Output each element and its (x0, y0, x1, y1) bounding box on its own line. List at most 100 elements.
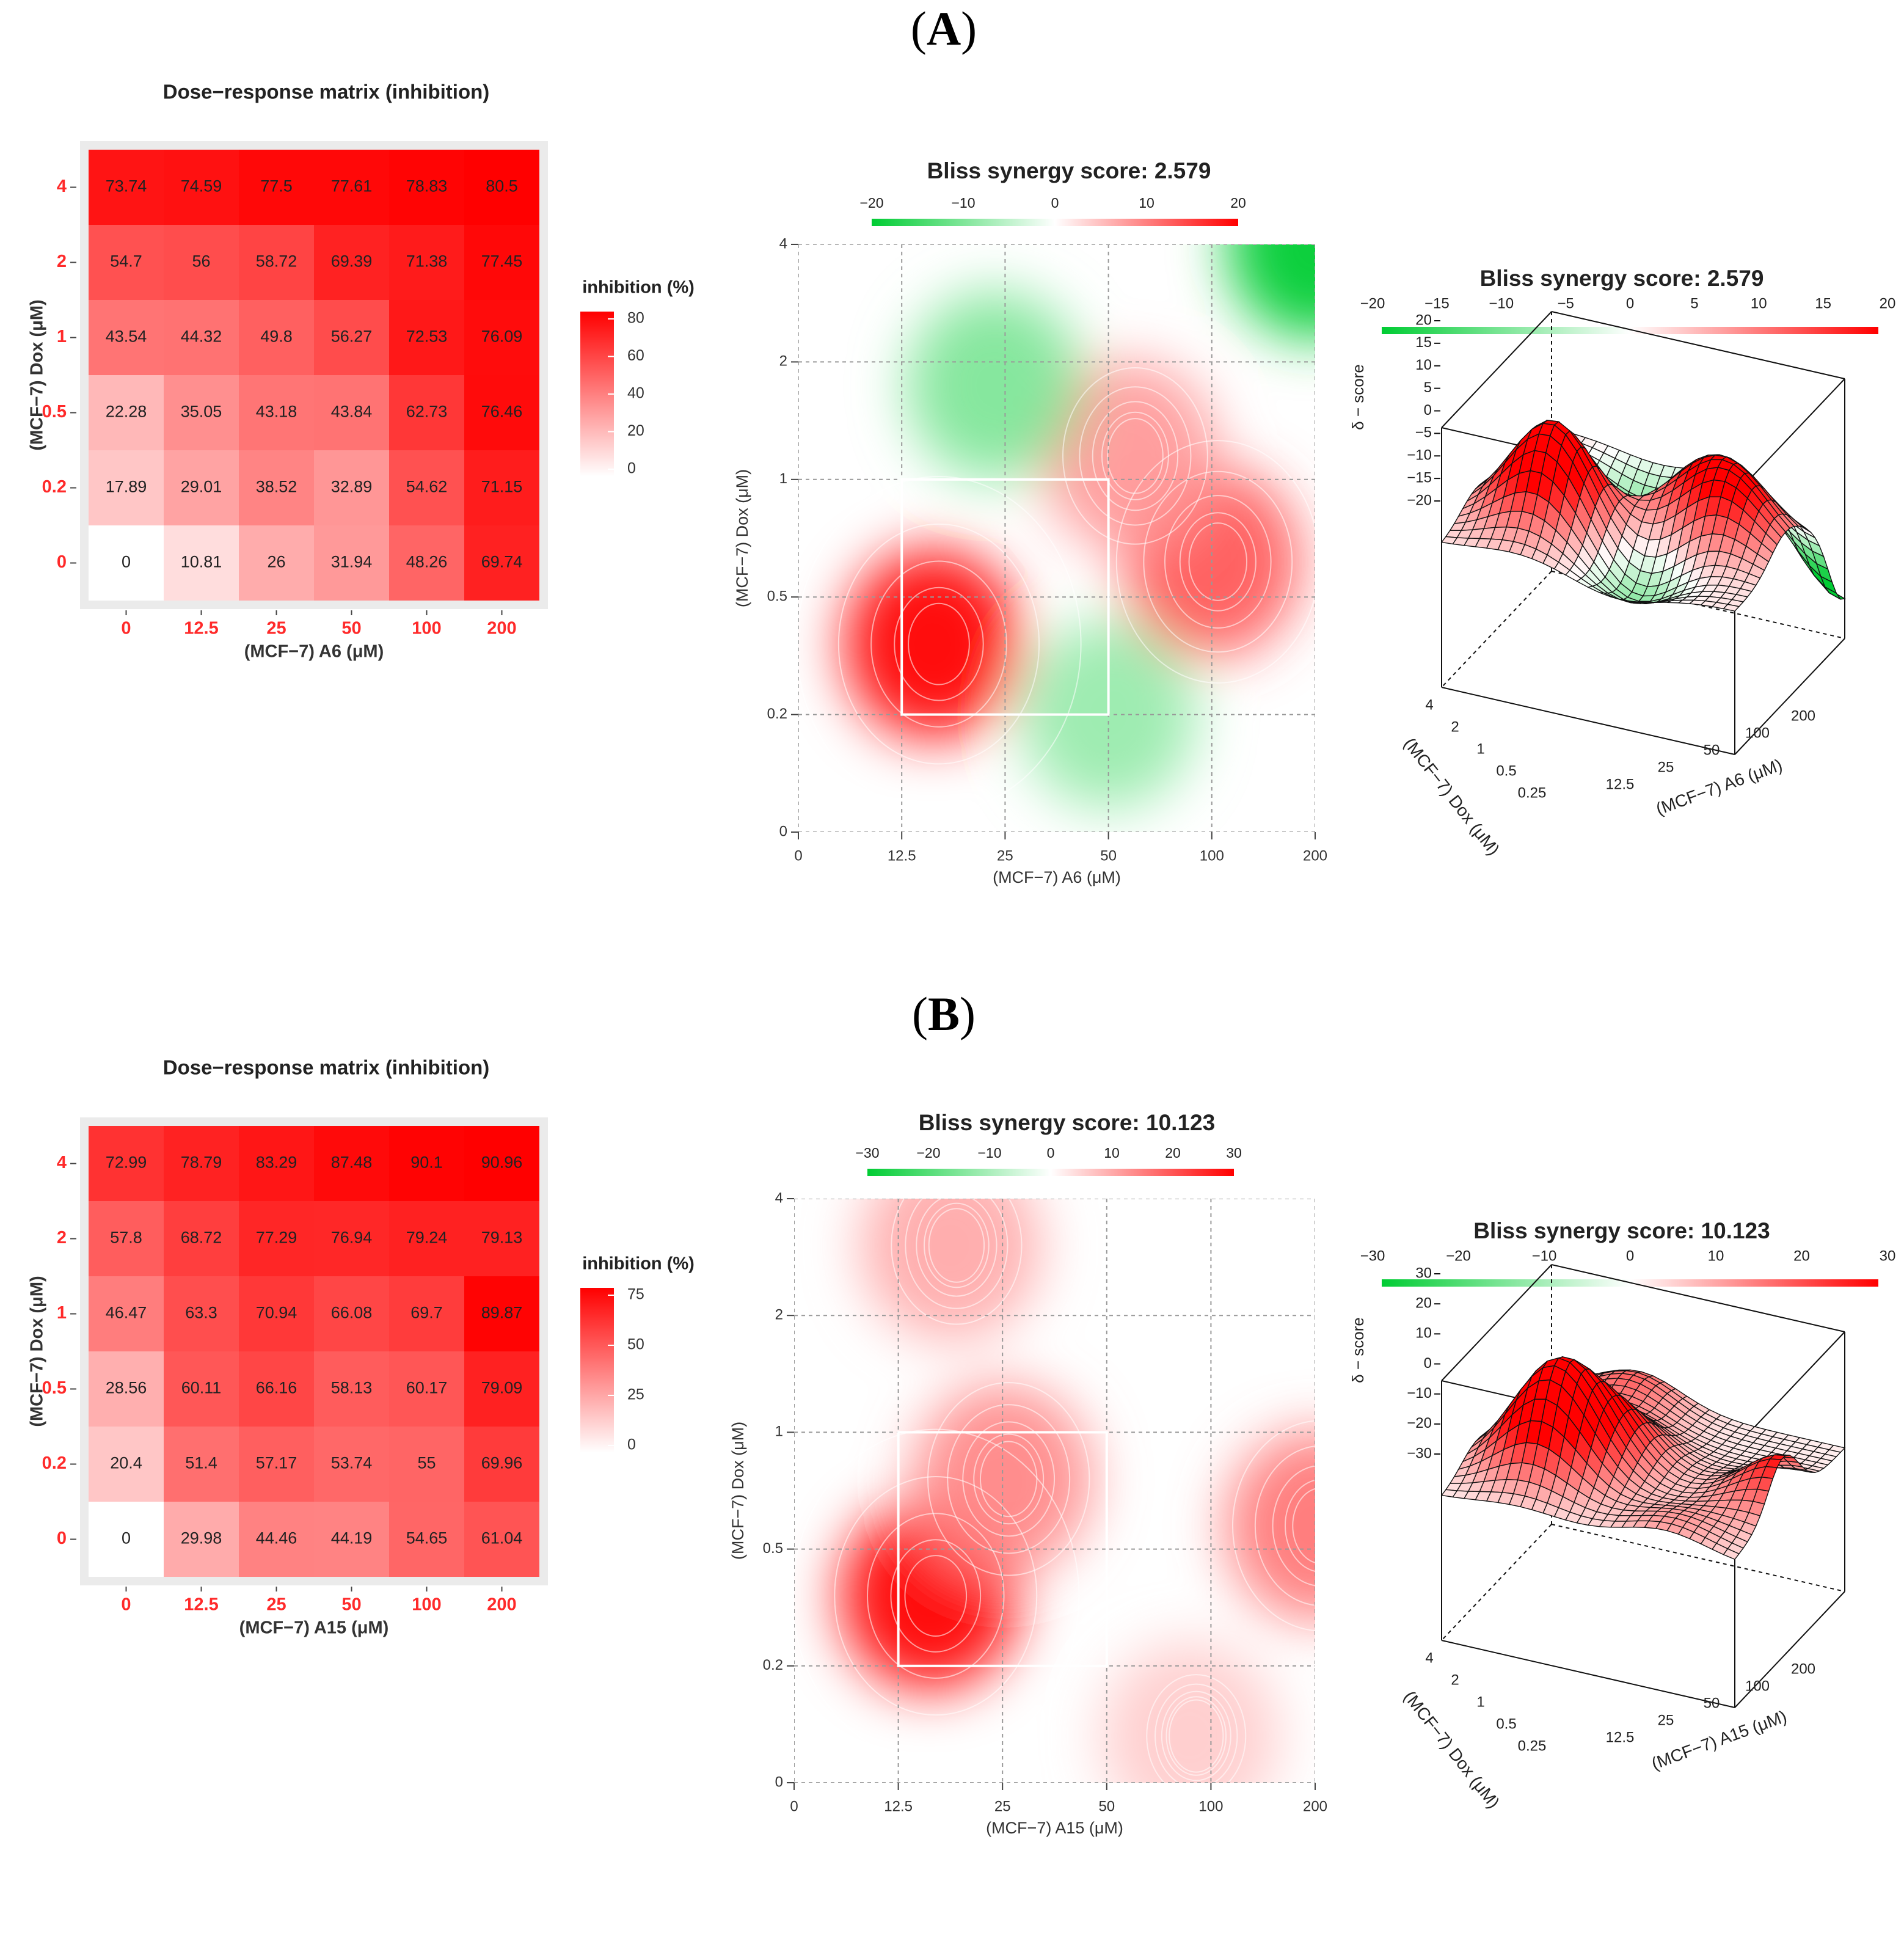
heatmap-cell (314, 525, 389, 601)
heatmap-cell-value: 77.29 (256, 1229, 297, 1247)
highlight-box (897, 1431, 1108, 1667)
surface-dox-tick: 2 (1451, 718, 1459, 735)
heatmap-cell-value: 57.17 (256, 1454, 297, 1472)
heatmap-cell (389, 1126, 464, 1201)
heatmap-cell-value: 43.54 (106, 327, 147, 346)
contour-legend-tick: −10 (951, 195, 975, 211)
heatmap-y-tick: 1 (57, 1303, 67, 1323)
heatmap-cell (389, 225, 464, 300)
contour-line (1272, 1465, 1315, 1587)
surface-legend-tick: −20 (1360, 295, 1385, 312)
panel-label-letter: A (927, 2, 961, 55)
contour-x-label: (MCF−7) A15 (μM) (986, 1819, 1123, 1837)
heatmap-cell-value: 29.01 (181, 478, 222, 496)
surface-box-edge (1734, 378, 1845, 495)
heatmap-cell (239, 1276, 314, 1351)
heatmap-cell (239, 1427, 314, 1502)
contour-line (1143, 470, 1293, 653)
heatmap-cell (314, 1502, 389, 1577)
heatmap-cell (164, 1351, 239, 1427)
synergy-region (1227, 244, 1315, 338)
heatmap-cell (314, 1276, 389, 1351)
heatmap-cell (164, 1201, 239, 1276)
heatmap-cell (389, 1276, 464, 1351)
surface-legend-tick: −10 (1489, 295, 1514, 312)
surface-box-edge (1441, 687, 1735, 755)
heatmap-cell-value: 69.74 (481, 553, 523, 571)
dose-response-heatmap: Dose−response matrix (inhibition) 72.99 78… (27, 1056, 695, 1638)
heatmap-cell (164, 225, 239, 300)
contour-line (1292, 1488, 1315, 1563)
surface-legend-tick: 10 (1751, 295, 1767, 312)
surface-facet (1723, 1548, 1740, 1560)
heatmap-cell-value: 72.99 (106, 1153, 147, 1172)
heatmap-cell-value: 78.83 (406, 177, 448, 195)
heatmap-cell (314, 1351, 389, 1427)
heatmap-y-tick: 2 (57, 252, 67, 271)
contour-line (916, 1199, 998, 1297)
surface-box-edge (1441, 1524, 1552, 1641)
synergy-contour-map: Bliss synergy score: 10.123−30 −20 −10 0 10 2… (729, 1110, 1327, 1837)
synergy-region (1101, 1642, 1279, 1783)
heatmap-cell (164, 300, 239, 375)
heatmap-cell (314, 375, 389, 450)
surface-z-tick: −30 (1407, 1445, 1432, 1461)
surface-drug-tick: 200 (1791, 1661, 1815, 1677)
heatmap-x-label: (MCF−7) A6 (μM) (244, 642, 384, 662)
panel-label-open: ( (911, 2, 927, 55)
surface-legend-tick: 5 (1690, 295, 1698, 312)
contour-line (1179, 512, 1257, 612)
contour-legend-tick: −20 (859, 195, 883, 211)
panel-a: (A) Dose−response matrix (inhibition) 73.7… (27, 2, 1896, 886)
contour-line (1101, 411, 1169, 500)
contour-x-tick: 200 (1303, 847, 1327, 864)
inhibition-legend-tick: 50 (627, 1336, 644, 1353)
heatmap-cell (239, 525, 314, 601)
surface-box-edge (1734, 638, 1845, 755)
contour-x-tick: 50 (1098, 1798, 1115, 1814)
surface-z-tick: 20 (1415, 312, 1432, 328)
heatmap-cell-value: 54.65 (406, 1529, 448, 1548)
contour-x-tick: 200 (1303, 1798, 1327, 1814)
heatmap-cell (314, 1126, 389, 1201)
heatmap-cell-value: 58.72 (256, 252, 297, 271)
surface-legend-tick: 15 (1815, 295, 1831, 312)
heatmap-cell (464, 1427, 539, 1502)
heatmap-cell (164, 525, 239, 601)
heatmap-cell (89, 225, 164, 300)
heatmap-cell-value: 90.1 (410, 1153, 443, 1172)
heatmap-cell (239, 1351, 314, 1427)
heatmap-cell-value: 49.8 (260, 327, 293, 346)
surface-z-label: δ − score (1349, 1317, 1367, 1383)
surface-drug-tick: 100 (1745, 1678, 1770, 1694)
contour-line (894, 586, 984, 701)
heatmap-cell (164, 375, 239, 450)
contour-line (1161, 1690, 1231, 1781)
heatmap-cell-value: 17.89 (106, 478, 147, 496)
surface-drug-tick: 25 (1658, 759, 1674, 775)
heatmap-cell-value: 58.13 (331, 1379, 373, 1397)
contour-legend-tick: 10 (1104, 1145, 1120, 1161)
heatmap-cell (389, 1351, 464, 1427)
surface-legend-tick: 20 (1793, 1248, 1810, 1264)
highlight-box (900, 478, 1110, 716)
synergy-region (1227, 1432, 1315, 1620)
contour-legend-tick: 30 (1226, 1145, 1242, 1161)
surface-dox-tick: 4 (1425, 1650, 1433, 1666)
heatmap-cell (89, 1427, 164, 1502)
heatmap-x-tick: 50 (341, 619, 361, 638)
contour-fill (798, 244, 1315, 832)
contour-y-tick: 0.2 (767, 706, 787, 722)
heatmap-cell (464, 1201, 539, 1276)
heatmap-cell-value: 55 (417, 1454, 436, 1472)
heatmap-cell-value: 54.62 (406, 478, 448, 496)
heatmap-x-tick: 100 (412, 619, 441, 638)
surface-dox-label: (MCF−7) Dox (μM) (1400, 1687, 1503, 1812)
inhibition-legend-tick: 0 (627, 1436, 636, 1453)
surface-box-edge (1441, 1264, 1552, 1381)
heatmap-cell (464, 225, 539, 300)
contour-x-label: (MCF−7) A6 (μM) (993, 868, 1121, 886)
heatmap-cell (389, 450, 464, 525)
contour-line (908, 602, 970, 685)
